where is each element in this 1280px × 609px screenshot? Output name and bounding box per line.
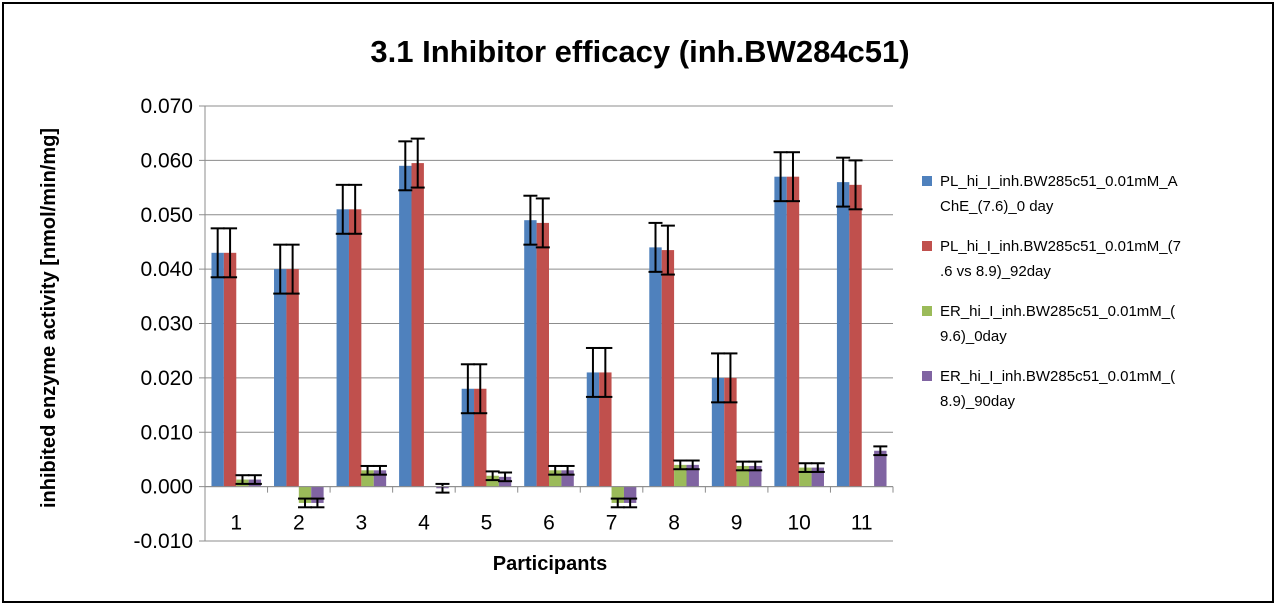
- bar: [724, 377, 737, 487]
- x-tick-label: 8: [668, 512, 680, 535]
- y-tick-label: 0.030: [140, 313, 193, 336]
- bar: [786, 176, 800, 487]
- x-tick-label: 9: [731, 512, 743, 535]
- legend-swatch: [922, 306, 932, 316]
- bar: [774, 176, 787, 487]
- y-tick-label: 0.010: [140, 421, 193, 444]
- bar: [536, 222, 549, 487]
- legend-entry: PL_hi_I_inh.BW285c51_0.01mM_(7.6 vs 8.9)…: [940, 238, 1181, 280]
- x-tick-labels: 1 2 3 4 5 6 7 8 9 10 11: [230, 512, 872, 535]
- x-tick-label: 7: [606, 512, 618, 535]
- error-bars: [210, 137, 888, 509]
- bar: [661, 250, 675, 487]
- x-tick-label: 6: [543, 512, 555, 535]
- bar: [274, 269, 287, 487]
- y-axis-label: inhibited enzyme activity [nmol/min/mg]: [38, 128, 60, 508]
- bar: [211, 252, 224, 487]
- x-tick-label: 10: [788, 512, 811, 535]
- bar: [486, 475, 499, 487]
- y-tick-label: -0.010: [133, 530, 193, 553]
- y-tick-label: 0.050: [140, 204, 193, 227]
- bar: [399, 165, 412, 487]
- y-tick-labels: -0.010 0.000 0.010 0.020 0.030 0.040 0.050 0.06…: [133, 95, 193, 553]
- x-tick-label: 1: [230, 512, 242, 535]
- legend-swatch: [922, 241, 932, 251]
- bar: [674, 464, 687, 487]
- bar: [286, 269, 299, 487]
- bar: [223, 252, 237, 487]
- legend-entry: PL_hi_I_inh.BW285c51_0.01mM_A ChE_(7.6)_0…: [940, 173, 1178, 215]
- bar: [874, 450, 887, 487]
- bar: [524, 220, 537, 487]
- bar: [586, 372, 600, 487]
- y-tick-label: 0.060: [140, 149, 193, 172]
- x-tick-label: 5: [481, 512, 493, 535]
- y-tick-label: 0.070: [140, 95, 193, 118]
- x-tick-label: 4: [418, 512, 430, 535]
- legend-entry: ER_hi_I_inh.BW285c51_0.01mM_(8.9)_90day: [940, 368, 1175, 410]
- y-tick-label: 0.020: [140, 367, 193, 390]
- legend-swatch: [922, 176, 932, 186]
- axes: [199, 105, 894, 542]
- bar: [686, 464, 699, 487]
- bar: [649, 247, 662, 487]
- bar: [336, 209, 349, 487]
- bar: [836, 182, 850, 487]
- x-tick-label: 3: [356, 512, 368, 535]
- x-tick-label: 2: [293, 512, 305, 535]
- y-tick-label: 0.000: [140, 476, 193, 499]
- bar: [411, 163, 424, 487]
- bar: [711, 377, 725, 487]
- y-tick-label: 0.040: [140, 258, 193, 281]
- bars: [211, 163, 887, 503]
- x-tick-label: 11: [851, 512, 873, 535]
- x-axis-label: Participants: [493, 553, 607, 575]
- legend: PL_hi_I_inh.BW285c51_0.01mM_A ChE_(7.6)_0…: [922, 173, 1181, 410]
- bar: [849, 184, 862, 487]
- legend-swatch: [922, 371, 932, 381]
- bar: [599, 372, 612, 487]
- legend-entry: ER_hi_I_inh.BW285c51_0.01mM_(9.6)_0day: [940, 303, 1175, 345]
- chart-title: 3.1 Inhibitor efficacy (inh.BW284c51): [370, 34, 909, 69]
- bar: [348, 209, 362, 487]
